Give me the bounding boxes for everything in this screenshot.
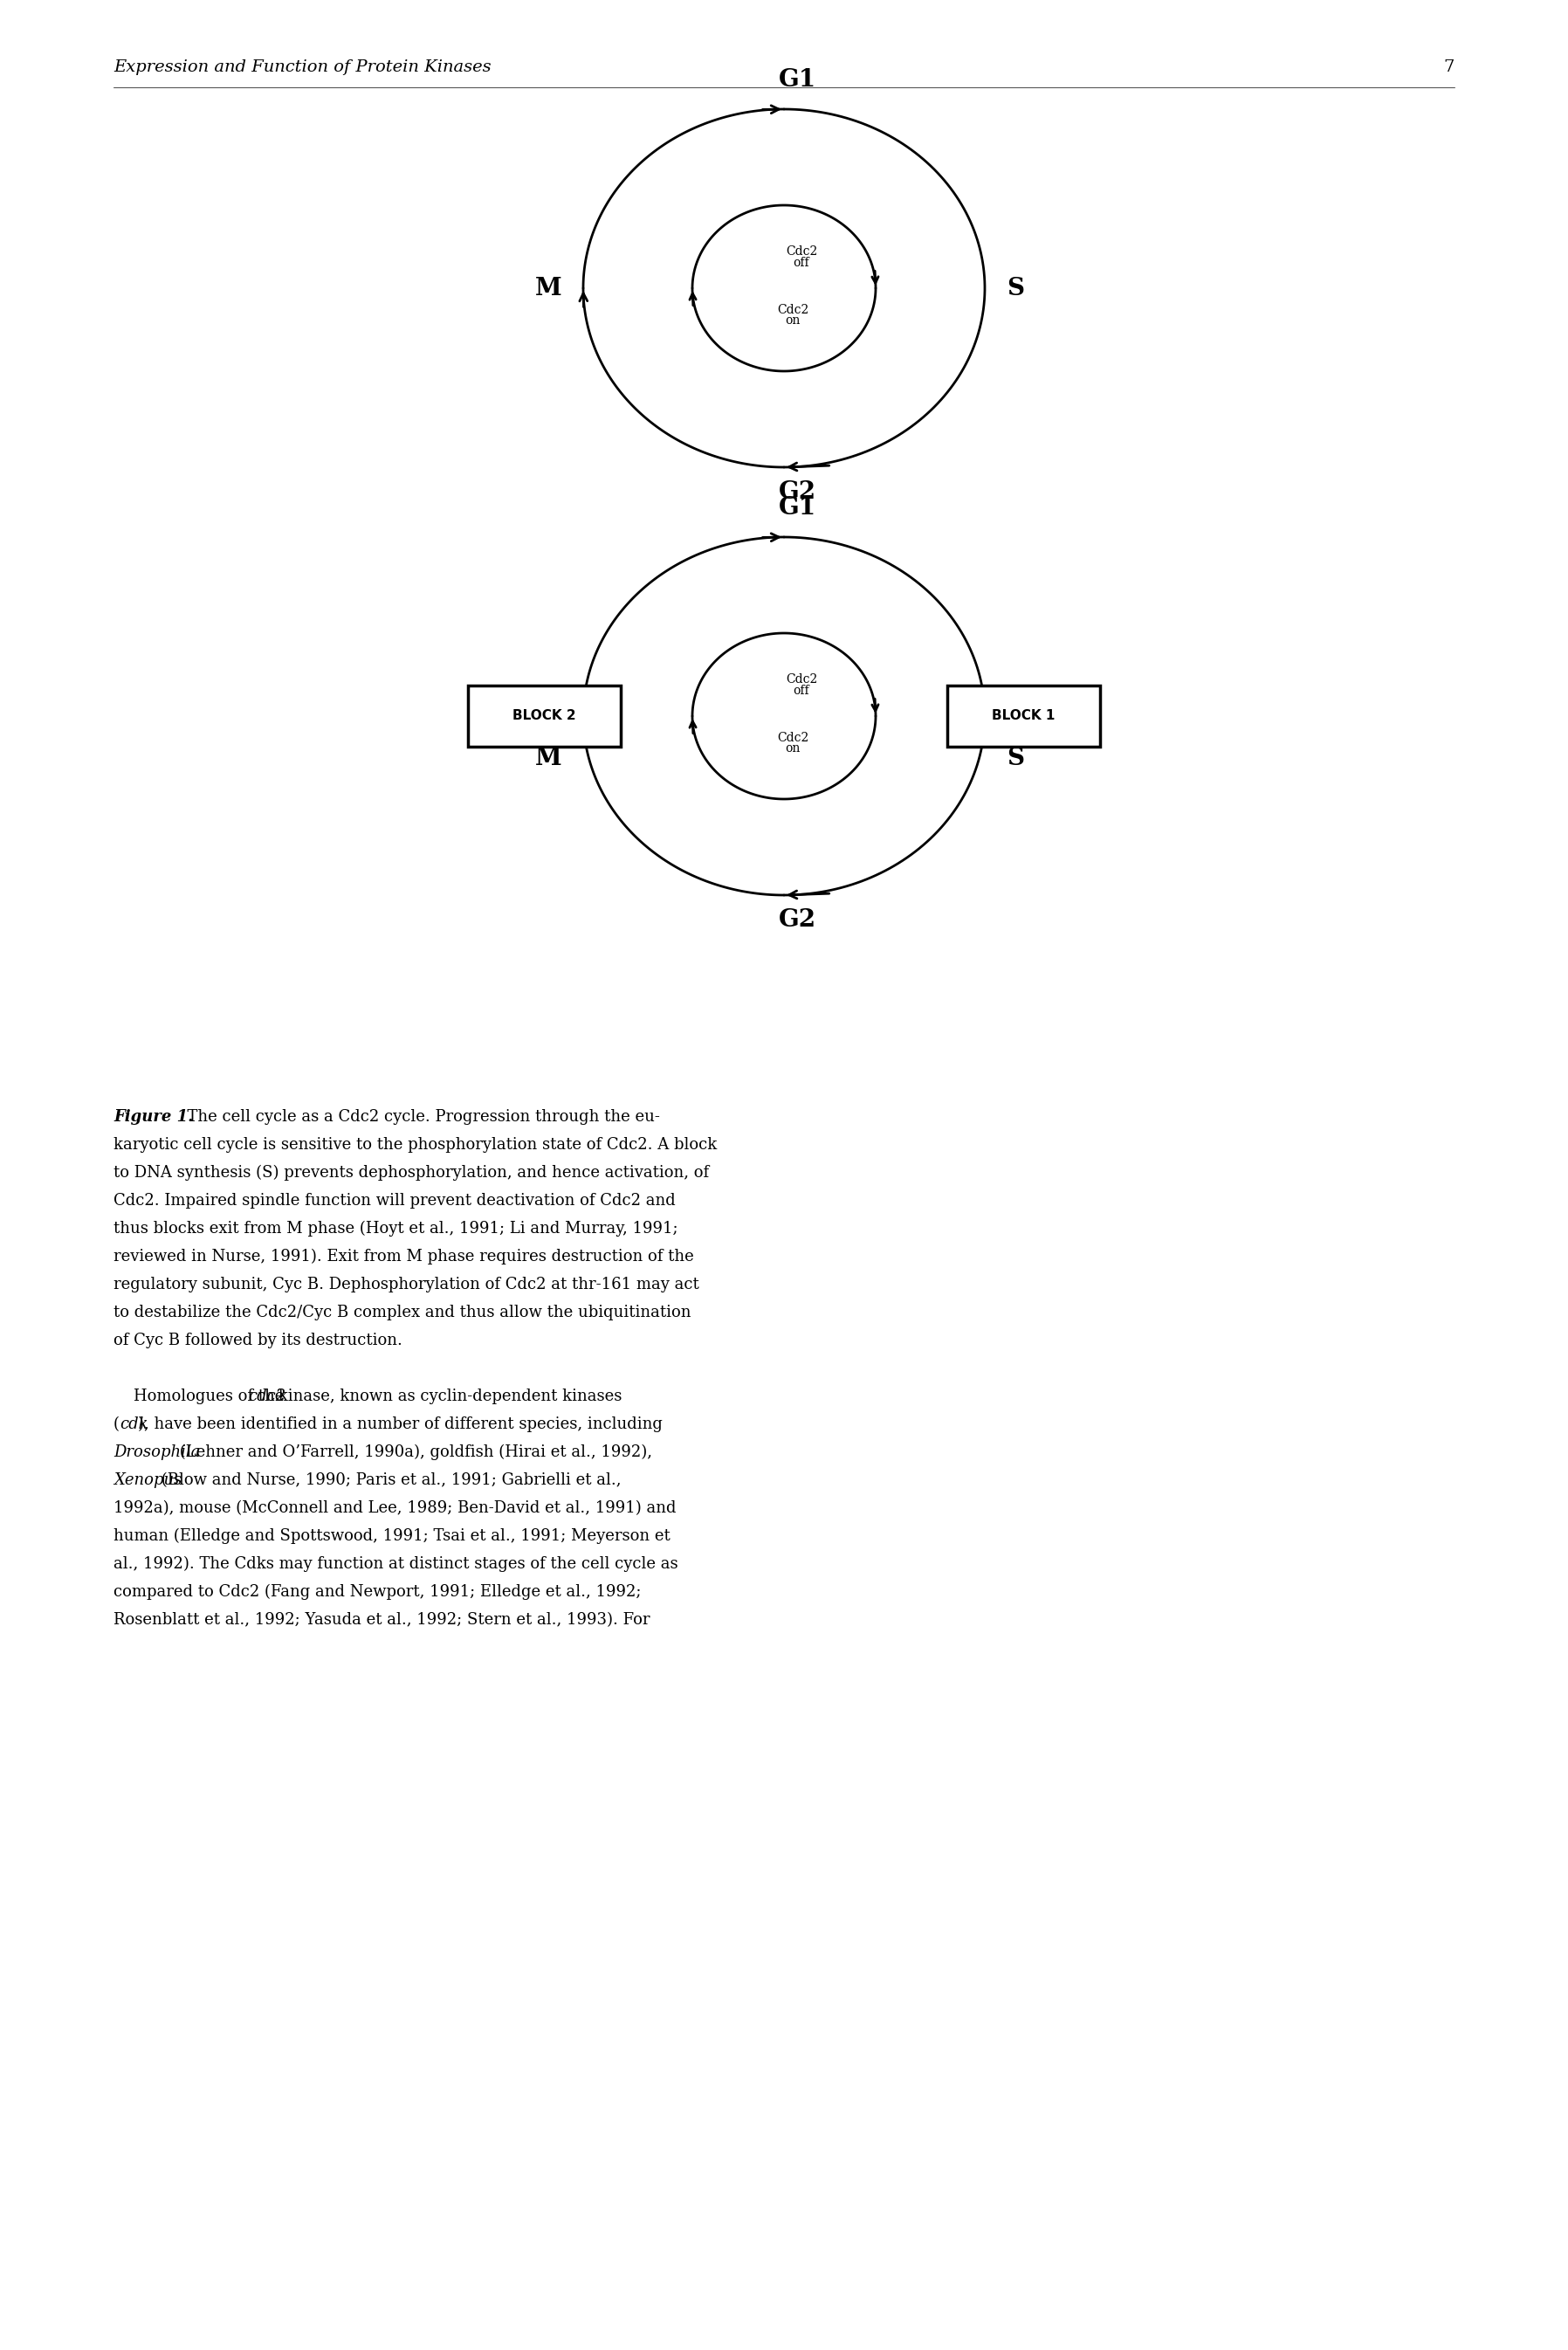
Text: on: on: [786, 743, 800, 754]
Text: G1: G1: [778, 496, 815, 519]
Text: ), have been identified in a number of different species, including: ), have been identified in a number of d…: [138, 1417, 663, 1434]
Text: 1992a), mouse (McConnell and Lee, 1989; Ben-David et al., 1991) and: 1992a), mouse (McConnell and Lee, 1989; …: [113, 1499, 676, 1516]
Text: G2: G2: [778, 479, 815, 503]
Text: off: off: [793, 684, 809, 698]
Text: M: M: [535, 747, 561, 771]
Text: Expression and Function of Protein Kinases: Expression and Function of Protein Kinas…: [113, 59, 491, 75]
Text: G1: G1: [778, 68, 815, 92]
Bar: [947, 686, 1101, 747]
Text: to DNA synthesis (S) prevents dephosphorylation, and hence activation, of: to DNA synthesis (S) prevents dephosphor…: [113, 1166, 709, 1182]
Text: human (Elledge and Spottswood, 1991; Tsai et al., 1991; Meyerson et: human (Elledge and Spottswood, 1991; Tsa…: [113, 1528, 670, 1544]
Text: The cell cycle as a Cdc2 cycle. Progression through the eu-: The cell cycle as a Cdc2 cycle. Progress…: [177, 1109, 660, 1126]
Text: (Lehner and O’Farrell, 1990a), goldfish (Hirai et al., 1992),: (Lehner and O’Farrell, 1990a), goldfish …: [174, 1445, 652, 1459]
Text: (Blow and Nurse, 1990; Paris et al., 1991; Gabrielli et al.,: (Blow and Nurse, 1990; Paris et al., 199…: [157, 1473, 621, 1488]
Text: karyotic cell cycle is sensitive to the phosphorylation state of Cdc2. A block: karyotic cell cycle is sensitive to the …: [113, 1137, 717, 1154]
Text: G2: G2: [778, 907, 815, 933]
Text: on: on: [786, 315, 800, 327]
Text: regulatory subunit, Cyc B. Dephosphorylation of Cdc2 at thr-161 may act: regulatory subunit, Cyc B. Dephosphoryla…: [113, 1276, 699, 1293]
Text: cdk: cdk: [119, 1417, 147, 1431]
Text: Cdc2. Impaired spindle function will prevent deactivation of Cdc2 and: Cdc2. Impaired spindle function will pre…: [113, 1194, 676, 1208]
Text: Homologues of the: Homologues of the: [113, 1389, 289, 1405]
Text: to destabilize the Cdc2/Cyc B complex and thus allow the ubiquitination: to destabilize the Cdc2/Cyc B complex an…: [113, 1304, 691, 1321]
Text: Figure 1.: Figure 1.: [113, 1109, 193, 1126]
Text: 7: 7: [1444, 59, 1455, 75]
Text: M: M: [535, 277, 561, 301]
Text: al., 1992). The Cdks may function at distinct stages of the cell cycle as: al., 1992). The Cdks may function at dis…: [113, 1556, 677, 1572]
Text: BLOCK 2: BLOCK 2: [513, 710, 575, 724]
Text: of Cyc B followed by its destruction.: of Cyc B followed by its destruction.: [113, 1332, 403, 1349]
Text: kinase, known as cyclin-dependent kinases: kinase, known as cyclin-dependent kinase…: [273, 1389, 621, 1405]
Text: thus blocks exit from M phase (Hoyt et al., 1991; Li and Murray, 1991;: thus blocks exit from M phase (Hoyt et a…: [113, 1222, 677, 1236]
Text: S: S: [1007, 747, 1024, 771]
Bar: [467, 686, 621, 747]
Text: Cdc2: Cdc2: [786, 674, 817, 686]
Text: Cdc2: Cdc2: [776, 303, 809, 317]
Text: BLOCK 1: BLOCK 1: [993, 710, 1055, 724]
Text: Cdc2: Cdc2: [786, 244, 817, 258]
Text: reviewed in Nurse, 1991). Exit from M phase requires destruction of the: reviewed in Nurse, 1991). Exit from M ph…: [113, 1248, 695, 1264]
Text: cdc2: cdc2: [248, 1389, 285, 1405]
Text: Cdc2: Cdc2: [776, 731, 809, 745]
Text: Drosophila: Drosophila: [113, 1445, 201, 1459]
Text: (: (: [113, 1417, 119, 1431]
Text: compared to Cdc2 (Fang and Newport, 1991; Elledge et al., 1992;: compared to Cdc2 (Fang and Newport, 1991…: [113, 1584, 641, 1600]
Text: off: off: [793, 256, 809, 268]
Text: S: S: [1007, 277, 1024, 301]
Text: Xenopus: Xenopus: [113, 1473, 182, 1488]
Text: Rosenblatt et al., 1992; Yasuda et al., 1992; Stern et al., 1993). For: Rosenblatt et al., 1992; Yasuda et al., …: [113, 1612, 651, 1629]
